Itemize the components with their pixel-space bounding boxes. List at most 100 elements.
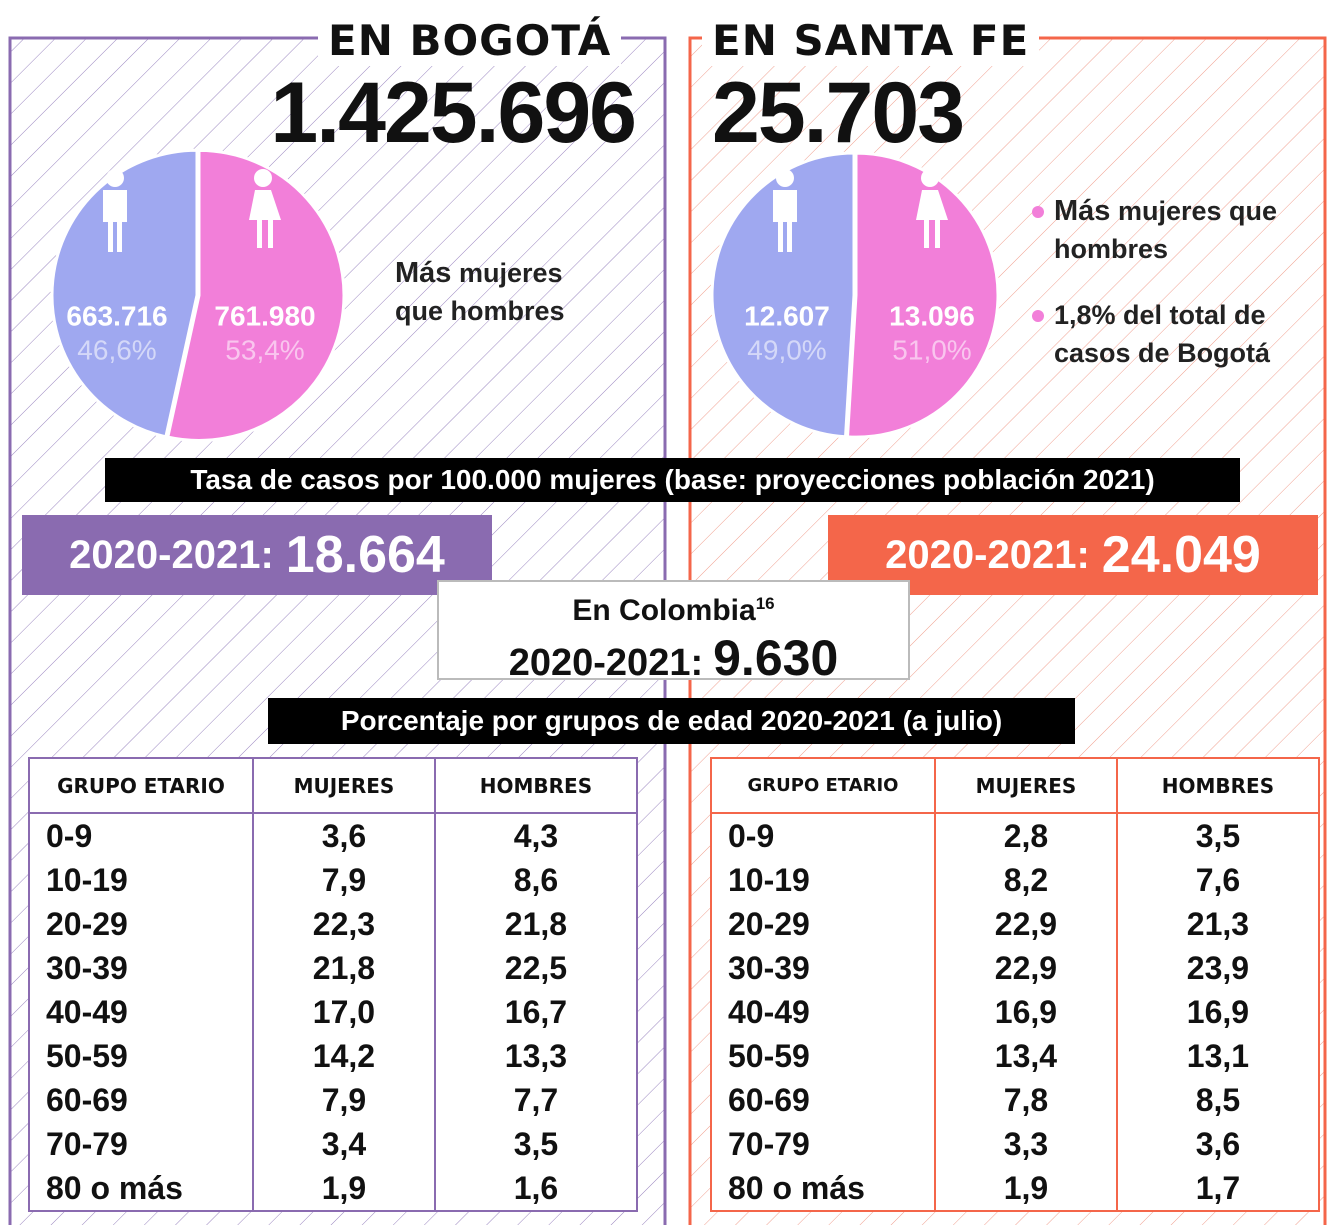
- table-header: MUJERES: [934, 757, 1118, 814]
- bullet: [1032, 206, 1044, 218]
- table-cell: 10-19: [28, 858, 254, 902]
- table-cell: 16,9: [1115, 990, 1321, 1034]
- table-header: GRUPO ETARIO: [28, 757, 254, 814]
- row: 20-29 22,3 21,8: [28, 902, 639, 946]
- colombia-box: En Colombia16 2020-2021: 9.630: [437, 580, 910, 684]
- table-cell: 20-29: [710, 902, 936, 946]
- table-cell: 0-9: [28, 813, 254, 858]
- notes: Más mujeres que hombres: [395, 254, 605, 358]
- table-cell: 7,7: [433, 1078, 639, 1122]
- row: 70-79 3,4 3,5: [28, 1122, 639, 1166]
- table-cell: 3,5: [1115, 813, 1321, 858]
- table-cell: 70-79: [28, 1122, 254, 1166]
- table-cell: 16,9: [934, 990, 1118, 1034]
- pie-slice: [166, 148, 346, 442]
- person-icon: [249, 190, 281, 248]
- slice-value: 761.980: [214, 300, 315, 331]
- table-cell: 80 o más: [710, 1166, 936, 1212]
- table-cell: 22,5: [433, 946, 639, 990]
- table-header: HOMBRES: [433, 757, 639, 814]
- table-cell: 1,9: [252, 1166, 436, 1212]
- table-cell: 70-79: [710, 1122, 936, 1166]
- table-cell: 50-59: [710, 1034, 936, 1078]
- row: 20-29 22,9 21,3: [710, 902, 1321, 946]
- table-cell: 60-69: [710, 1078, 936, 1122]
- table-header: HOMBRES: [1115, 757, 1321, 814]
- table-cell: 21,8: [252, 946, 436, 990]
- note: Más mujeres que hombres: [1030, 192, 1320, 268]
- colombia-rate: 2020-2021: 9.630: [439, 633, 908, 688]
- table-cell: 23,9: [1115, 946, 1321, 990]
- pie-slice: [710, 151, 856, 439]
- slice-percent: 53,4%: [225, 334, 304, 365]
- table-cell: 21,8: [433, 902, 639, 946]
- table-cell: 17,0: [252, 990, 436, 1034]
- person-icon: [773, 190, 797, 252]
- rate-box: 2020-2021: 18.664: [22, 515, 492, 595]
- slice-percent: 49,0%: [747, 334, 826, 365]
- total-cases: 25.703: [712, 65, 965, 161]
- table-cell: 1,9: [934, 1166, 1118, 1212]
- row: 50-59 13,4 13,1: [710, 1034, 1321, 1078]
- person-icon: [776, 169, 794, 187]
- table-cell: 8,2: [934, 858, 1118, 902]
- table-cell: 16,7: [433, 990, 639, 1034]
- table-cell: 22,3: [252, 902, 436, 946]
- person-icon: [921, 169, 939, 187]
- age-banner: Porcentaje por grupos de edad 2020-2021 …: [268, 698, 1075, 744]
- table-cell: 7,9: [252, 858, 436, 902]
- slice-percent: 51,0%: [892, 334, 971, 365]
- table-cell: 3,3: [934, 1122, 1118, 1166]
- table-cell: 13,3: [433, 1034, 639, 1078]
- slice-value: 12.607: [744, 300, 830, 331]
- panel-title: EN BOGOTÁ: [318, 16, 622, 66]
- table-header: MUJERES: [252, 757, 436, 814]
- note-text: 1,8% del total de casos de Bogotá: [1054, 300, 1271, 368]
- row: 30-39 22,9 23,9: [710, 946, 1321, 990]
- note-strong: Más: [1054, 195, 1111, 227]
- table-cell: 7,9: [252, 1078, 436, 1122]
- colombia-label: 2020-2021:: [508, 642, 704, 684]
- row: 80 o más 1,9 1,7: [710, 1166, 1321, 1212]
- table-cell: 30-39: [28, 946, 254, 990]
- table-cell: 22,9: [934, 946, 1118, 990]
- table-cell: 8,6: [433, 858, 639, 902]
- table-cell: 22,9: [934, 902, 1118, 946]
- bullet: [1032, 310, 1044, 322]
- rate-banner: Tasa de casos por 100.000 mujeres (base:…: [105, 458, 1240, 502]
- slice-value: 13.096: [889, 300, 975, 331]
- table-cell: 21,3: [1115, 902, 1321, 946]
- footnote: 16: [755, 594, 775, 613]
- table-cell: 60-69: [28, 1078, 254, 1122]
- row: 30-39 21,8 22,5: [28, 946, 639, 990]
- colombia-name: En Colombia: [572, 594, 756, 627]
- table-cell: 40-49: [28, 990, 254, 1034]
- person-icon: [103, 190, 127, 252]
- table-cell: 3,6: [252, 813, 436, 858]
- age-table: GRUPO ETARIO MUJERES HOMBRES 0-9 3,6 4,3 10-19…: [28, 757, 639, 1212]
- header-row: GRUPO ETARIO MUJERES HOMBRES: [710, 757, 1321, 814]
- pie-slice: [50, 148, 199, 439]
- pie-slice: [845, 151, 1000, 439]
- table-cell: 50-59: [28, 1034, 254, 1078]
- row: 0-9 3,6 4,3: [28, 813, 639, 858]
- row: 80 o más 1,9 1,6: [28, 1166, 639, 1212]
- rate-label: 2020-2021:: [69, 532, 274, 577]
- row: 70-79 3,3 3,6: [710, 1122, 1321, 1166]
- table-cell: 3,5: [433, 1122, 639, 1166]
- table-cell: 0-9: [710, 813, 936, 858]
- row: 50-59 14,2 13,3: [28, 1034, 639, 1078]
- note: 1,8% del total de casos de Bogotá: [1030, 296, 1320, 372]
- table-cell: 8,5: [1115, 1078, 1321, 1122]
- table-cell: 80 o más: [28, 1166, 254, 1212]
- row: 10-19 8,2 7,6: [710, 858, 1321, 902]
- rate-label: 2020-2021:: [885, 532, 1090, 577]
- row: 40-49 16,9 16,9: [710, 990, 1321, 1034]
- notes: Más mujeres que hombres 1,8% del total de…: [1030, 192, 1320, 400]
- table-cell: 7,6: [1115, 858, 1321, 902]
- panel-title: EN SANTA FE: [702, 16, 1040, 66]
- person-icon: [916, 190, 948, 248]
- table-cell: 20-29: [28, 902, 254, 946]
- table-header: GRUPO ETARIO: [710, 757, 936, 814]
